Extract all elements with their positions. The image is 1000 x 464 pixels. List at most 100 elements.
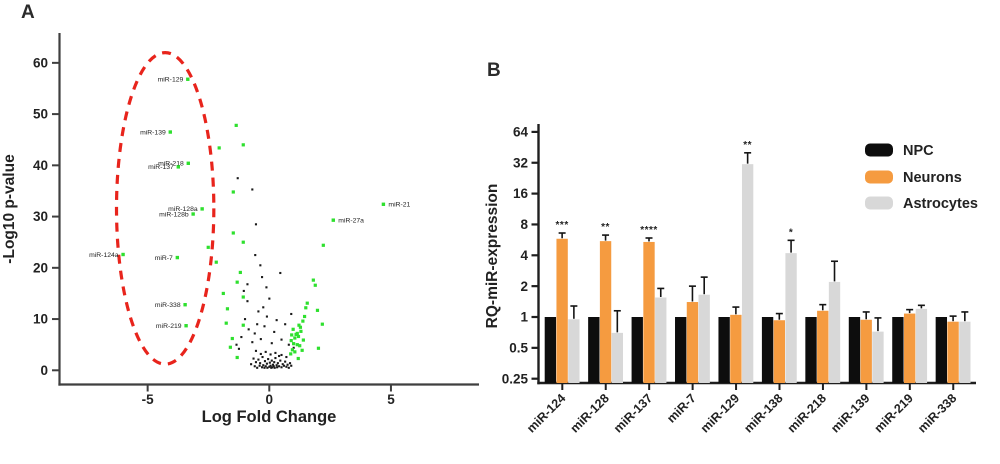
- scatter-point-black: [285, 365, 288, 368]
- scatter-point-green: [296, 334, 301, 339]
- legend-swatch-npc: [865, 143, 893, 157]
- scatter-point-black: [265, 286, 268, 289]
- bar-astrocytes: [828, 281, 841, 383]
- scatter-point-black: [287, 343, 290, 346]
- scatter-point-green: [311, 278, 315, 282]
- scatter-point-green: [221, 291, 225, 296]
- scatter-point-green: [235, 355, 239, 360]
- green-points: [206, 123, 325, 361]
- scatter-point-green: [121, 252, 125, 257]
- bar-npc: [544, 317, 557, 383]
- scatter-point-black: [262, 364, 265, 367]
- scatter-point-black: [268, 361, 271, 364]
- scatter-point-black: [271, 363, 275, 366]
- category-label: miR-139: [828, 391, 872, 435]
- scatter-point-black: [273, 330, 276, 333]
- scatter-point-black: [267, 358, 270, 361]
- legend-label: NPC: [903, 143, 934, 159]
- bar-npc: [718, 317, 730, 383]
- scatter-point-black: [252, 357, 255, 360]
- scatter-point-green: [183, 303, 187, 307]
- significance-stars: *: [789, 227, 793, 238]
- scatter-point-green: [297, 323, 301, 327]
- scatter-point-green: [315, 308, 320, 312]
- mirna-point-label: miR-27a: [338, 217, 364, 224]
- scatter-point-black: [272, 365, 275, 368]
- y-tick-label: 32: [513, 155, 528, 170]
- scatter-point-black: [251, 188, 254, 191]
- scatter-point-black: [256, 366, 259, 369]
- scatter-point-black: [286, 363, 289, 366]
- y-tick-label: 64: [513, 125, 529, 140]
- scatter-point-green: [300, 348, 304, 352]
- bar-neurons: [860, 319, 872, 383]
- scatter-point-black: [269, 364, 272, 367]
- scatter-point-black: [261, 355, 264, 359]
- category-label: miR-128: [568, 391, 612, 435]
- category-label: miR-7: [664, 391, 698, 425]
- bar-npc: [892, 317, 904, 383]
- x-tick-label: 0: [266, 392, 274, 407]
- scatter-point-black: [279, 271, 282, 275]
- scatter-point-black: [290, 312, 293, 316]
- legend-label: Astrocytes: [903, 196, 978, 212]
- y-tick-label: 16: [513, 186, 529, 201]
- bar-npc: [935, 317, 948, 383]
- scatter-point-black: [246, 300, 249, 303]
- y-tick-label: 30: [33, 209, 48, 224]
- bar-neurons: [947, 321, 959, 383]
- scatter-point-black: [276, 362, 279, 365]
- significance-stars: **: [601, 222, 610, 233]
- scatter-point-black: [280, 366, 283, 369]
- mirna-point-label: miR-219: [156, 323, 182, 330]
- scatter-point-black: [261, 366, 264, 369]
- scatter-point-green: [241, 143, 245, 147]
- scatter-point-black: [253, 365, 256, 368]
- scatter-point-black: [257, 358, 260, 361]
- bar-neurons: [599, 241, 612, 383]
- scatter-point-black: [274, 351, 277, 354]
- scatter-point-black: [278, 354, 281, 358]
- expression-bar-chart: 64 32 16 8 4 2 1 0.5 0.25 RQ-miR-expression miR-12…: [484, 124, 978, 436]
- bar-astrocytes: [568, 319, 580, 383]
- scatter-point-black: [261, 276, 264, 279]
- scatter-point-green: [290, 348, 295, 352]
- scatter-point-black: [251, 341, 254, 344]
- scatter-point-black: [284, 323, 287, 326]
- scatter-point-green: [224, 321, 228, 325]
- mirna-point-label: miR-21: [388, 202, 410, 209]
- scatter-point-green: [168, 130, 172, 134]
- scatter-point-black: [240, 335, 243, 339]
- scatter-point-black: [246, 283, 249, 286]
- scatter-point-green: [234, 123, 238, 127]
- scatter-point-green: [230, 336, 234, 341]
- category-label: miR-137: [611, 391, 655, 435]
- scatter-point-black: [281, 363, 284, 366]
- y-tick-label: 0.5: [509, 340, 528, 355]
- scatter-point-black: [268, 297, 271, 300]
- scatter-point-black: [259, 338, 262, 341]
- bar-npc: [675, 317, 687, 383]
- panel-b-tag: B: [487, 60, 501, 81]
- scatter-point-black: [235, 343, 238, 346]
- scatter-point-green: [225, 307, 230, 311]
- scatter-point-black: [242, 289, 245, 292]
- scatter-point-green: [228, 345, 232, 349]
- scatter-point-green: [235, 280, 239, 284]
- scatter-point-green: [241, 323, 245, 327]
- panel-a-tag: A: [21, 2, 35, 23]
- category-label: miR-129: [698, 391, 742, 435]
- scatter-point-green: [293, 350, 297, 354]
- scatter-point-black: [263, 325, 266, 328]
- bar-npc: [848, 317, 861, 383]
- mirna-point-label: miR-218: [158, 161, 184, 168]
- scatter-point-black: [265, 362, 268, 365]
- scatter-point-green: [301, 338, 305, 342]
- scatter-point-green: [313, 283, 317, 287]
- scatter-point-green: [214, 260, 218, 264]
- category-label: miR-124: [524, 391, 568, 435]
- mirna-point-label: miR-129: [158, 77, 184, 84]
- scatter-point-green: [298, 325, 303, 329]
- scatter-point-green: [298, 344, 302, 348]
